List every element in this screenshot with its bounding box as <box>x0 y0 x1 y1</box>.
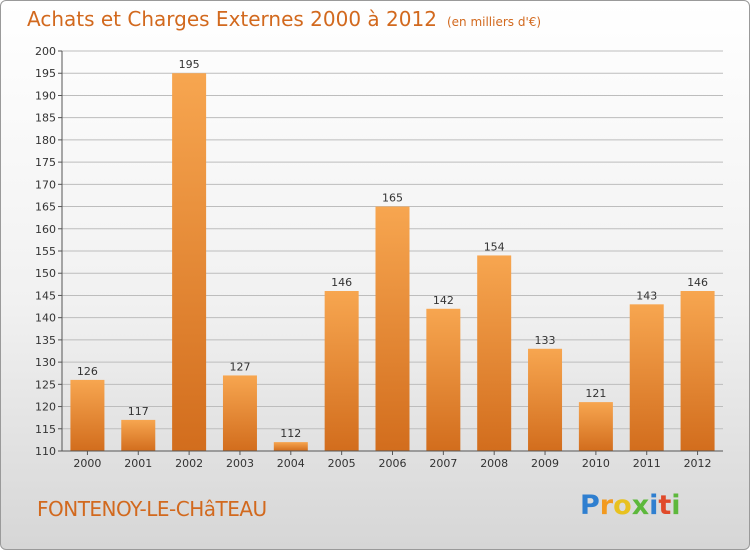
logo-letter: t <box>658 490 672 521</box>
chart-title: Achats et Charges Externes 2000 à 2012 (e… <box>27 7 541 31</box>
y-tick-label: 195 <box>35 67 56 80</box>
location-name: FONTENOY-LE-CHâTEAU <box>37 497 267 521</box>
y-tick-label: 200 <box>35 45 56 58</box>
data-label: 133 <box>535 334 556 347</box>
data-label: 121 <box>585 387 606 400</box>
data-label: 195 <box>179 58 200 71</box>
x-tick-label: 2005 <box>328 457 356 470</box>
y-axis: 110 115 120 125 130 135 140 145 150 155 160 165 170 1… <box>35 45 63 458</box>
x-tick-label: 2011 <box>633 457 661 470</box>
bar <box>629 304 664 451</box>
bar <box>680 291 715 451</box>
y-tick-label: 140 <box>35 312 56 325</box>
proxiti-logo: Proxiti <box>580 490 681 521</box>
bar <box>121 419 156 451</box>
bar <box>375 206 410 451</box>
bar <box>222 375 257 451</box>
y-tick-label: 190 <box>35 89 56 102</box>
y-tick-label: 145 <box>35 289 56 302</box>
y-tick-label: 170 <box>35 178 56 191</box>
bars: 126 117 195 127 112 146 165 142 154 133 121 143 146 <box>70 58 715 451</box>
x-tick-label: 2010 <box>582 457 610 470</box>
bar <box>477 255 512 451</box>
x-axis: 2000 2001 2002 2003 2004 2005 2006 2007 2008 2009… <box>62 450 723 470</box>
data-label: 142 <box>433 294 454 307</box>
data-label: 146 <box>687 276 708 289</box>
y-tick-label: 115 <box>35 423 56 436</box>
x-tick-label: 2007 <box>429 457 457 470</box>
y-tick-label: 155 <box>35 245 56 258</box>
x-tick-label: 2012 <box>684 457 712 470</box>
data-label: 126 <box>77 365 98 378</box>
logo-letter: x <box>631 490 650 521</box>
logo-letter: r <box>599 490 614 521</box>
bar <box>273 442 308 451</box>
y-tick-label: 180 <box>35 134 56 147</box>
y-tick-label: 185 <box>35 112 56 125</box>
y-tick-label: 150 <box>35 267 56 280</box>
y-tick-label: 175 <box>35 156 56 169</box>
x-tick-label: 2004 <box>277 457 305 470</box>
data-label: 165 <box>382 192 403 205</box>
data-label: 112 <box>280 427 301 440</box>
x-tick-label: 2008 <box>480 457 508 470</box>
chart-title-text: Achats et Charges Externes 2000 à 2012 <box>27 7 437 31</box>
x-tick-label: 2001 <box>124 457 152 470</box>
logo-letter: i <box>671 490 681 521</box>
logo-letter: P <box>580 490 600 521</box>
bar <box>426 308 461 451</box>
chart-title-unit: (en milliers d'€) <box>446 15 542 29</box>
x-tick-label: 2006 <box>379 457 407 470</box>
bar <box>528 348 563 451</box>
data-label: 117 <box>128 405 149 418</box>
data-label: 143 <box>636 289 657 302</box>
logo-letter: i <box>649 490 659 521</box>
data-label: 154 <box>484 240 505 253</box>
y-tick-label: 160 <box>35 223 56 236</box>
data-label: 127 <box>229 360 250 373</box>
y-tick-label: 125 <box>35 378 56 391</box>
x-tick-label: 2003 <box>226 457 254 470</box>
y-tick-label: 130 <box>35 356 56 369</box>
bar <box>70 379 105 451</box>
x-tick-label: 2000 <box>73 457 101 470</box>
y-tick-label: 135 <box>35 334 56 347</box>
y-tick-label: 110 <box>35 445 56 458</box>
logo-letter: o <box>613 490 632 521</box>
bar <box>578 402 613 451</box>
x-tick-label: 2009 <box>531 457 559 470</box>
data-label: 146 <box>331 276 352 289</box>
bar <box>324 291 359 451</box>
bar <box>172 73 207 451</box>
y-tick-label: 165 <box>35 201 56 214</box>
x-tick-label: 2002 <box>175 457 203 470</box>
y-tick-label: 120 <box>35 401 56 414</box>
